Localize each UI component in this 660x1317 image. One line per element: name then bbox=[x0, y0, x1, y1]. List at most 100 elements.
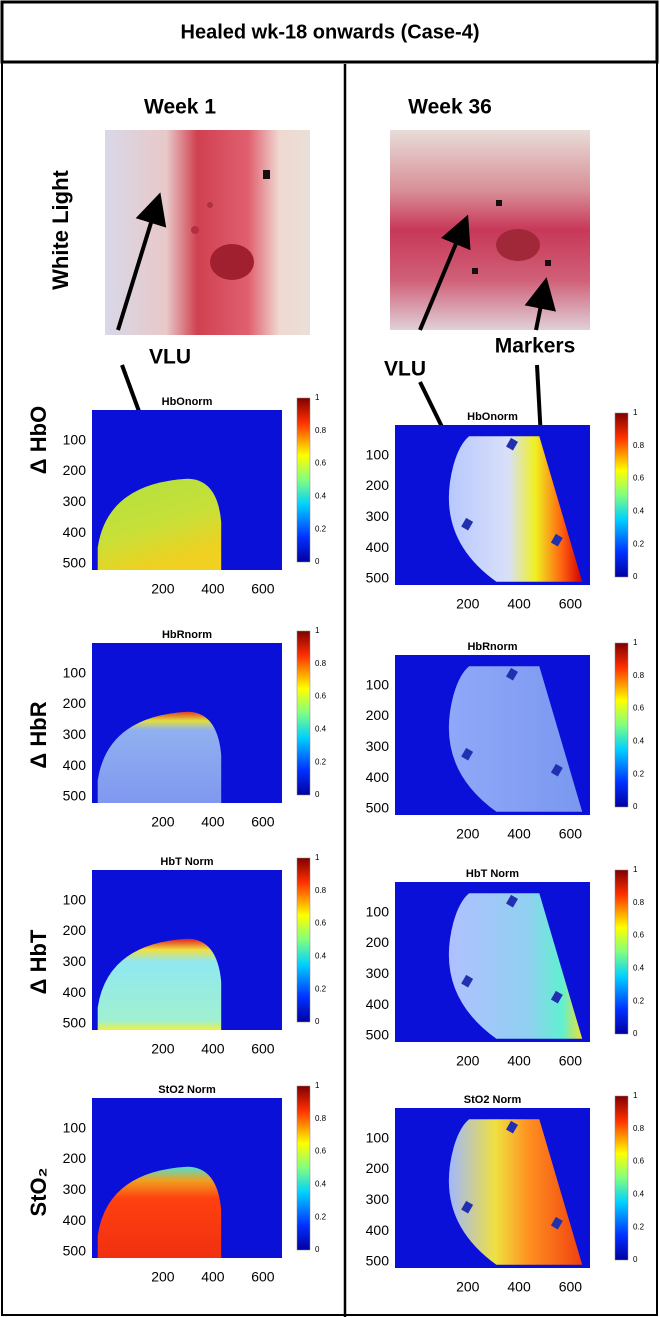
colorbar-tick-label: 0.6 bbox=[315, 459, 327, 468]
photo-week1 bbox=[105, 130, 310, 335]
x-tick-label: 200 bbox=[151, 1041, 175, 1057]
row-label: White Light bbox=[48, 169, 73, 289]
x-tick-label: 600 bbox=[251, 1041, 275, 1057]
y-tick-label: 300 bbox=[366, 1191, 390, 1207]
heatmap-panel: HbOnorm 100 200 300 400 500 200 400 600 0 0.2 0.4 0.… bbox=[63, 393, 327, 597]
y-tick-label: 200 bbox=[366, 1160, 390, 1176]
y-tick-label: 400 bbox=[366, 769, 390, 785]
colorbar-tick-label: 0.4 bbox=[315, 492, 327, 501]
colorbar-tick-label: 1 bbox=[315, 393, 320, 402]
y-tick-label: 500 bbox=[63, 788, 87, 804]
marker-spot bbox=[550, 763, 563, 777]
colorbar-tick-label: 1 bbox=[633, 865, 638, 874]
colorbar-tick-label: 0.2 bbox=[633, 539, 645, 548]
colorbar-tick-label: 1 bbox=[315, 1081, 320, 1090]
y-tick-label: 500 bbox=[366, 800, 390, 816]
panel-title: StO2 Norm bbox=[158, 1084, 216, 1096]
row-label: StO₂ bbox=[26, 1168, 51, 1217]
colorbar-tick-label: 1 bbox=[633, 1091, 638, 1100]
y-tick-label: 400 bbox=[366, 1222, 390, 1238]
y-tick-label: 300 bbox=[366, 738, 390, 754]
colorbar-tick-label: 0.6 bbox=[315, 692, 327, 701]
marker-spot bbox=[506, 1120, 518, 1134]
x-tick-label: 400 bbox=[507, 596, 531, 612]
figure-title: Healed wk-18 onwards (Case-4) bbox=[181, 21, 480, 43]
row-label: Δ HbT bbox=[26, 929, 51, 994]
tissue-region bbox=[97, 1166, 222, 1258]
colorbar-tick-label: 0.6 bbox=[315, 1147, 327, 1156]
colorbar-tick-label: 0 bbox=[633, 572, 638, 581]
y-tick-label: 300 bbox=[63, 953, 87, 969]
y-tick-label: 400 bbox=[63, 757, 87, 773]
heatmap-panel: StO2 Norm 100 200 300 400 500 200 400 600 0 0.2 0.4… bbox=[366, 1091, 645, 1295]
colorbar-tick-label: 0.2 bbox=[633, 996, 645, 1005]
colorbar bbox=[614, 1095, 629, 1261]
y-tick-label: 200 bbox=[63, 462, 87, 478]
y-tick-label: 200 bbox=[63, 1150, 87, 1166]
y-tick-label: 400 bbox=[366, 539, 390, 555]
colorbar bbox=[296, 630, 311, 796]
colorbar-tick-label: 0.4 bbox=[315, 952, 327, 961]
colorbar-tick-label: 0.2 bbox=[315, 757, 327, 766]
colorbar bbox=[614, 642, 629, 808]
annotation: Markers bbox=[495, 335, 576, 358]
y-tick-label: 400 bbox=[366, 996, 390, 1012]
y-tick-label: 300 bbox=[63, 493, 87, 509]
x-tick-label: 400 bbox=[201, 814, 225, 830]
colorbar-tick-label: 0 bbox=[315, 557, 320, 566]
x-tick-label: 600 bbox=[251, 581, 275, 597]
heatmap-panel: HbOnorm 100 200 300 400 500 200 400 600 0 0.2 0.4 0.… bbox=[366, 408, 645, 612]
colorbar bbox=[296, 1085, 311, 1251]
row-label: Δ HbO bbox=[26, 406, 51, 474]
panel-title: HbT Norm bbox=[466, 868, 519, 880]
panel-title: HbRnorm bbox=[162, 629, 212, 641]
x-tick-label: 600 bbox=[559, 826, 583, 842]
colorbar-tick-label: 0.2 bbox=[315, 984, 327, 993]
y-tick-label: 400 bbox=[63, 1212, 87, 1228]
y-tick-label: 200 bbox=[366, 707, 390, 723]
panel-title: HbT Norm bbox=[160, 856, 213, 868]
heatmap-panel: StO2 Norm 100 200 300 400 500 200 400 600 0 0.2 0.4… bbox=[63, 1081, 327, 1285]
y-tick-label: 300 bbox=[63, 1181, 87, 1197]
y-tick-label: 100 bbox=[366, 1129, 390, 1145]
marker-spot bbox=[461, 517, 474, 531]
y-tick-label: 100 bbox=[366, 446, 390, 462]
y-tick-label: 300 bbox=[366, 965, 390, 981]
title-box bbox=[0, 0, 659, 64]
colorbar-tick-label: 0.8 bbox=[315, 659, 327, 668]
marker-spot bbox=[550, 1216, 563, 1230]
marker-spot bbox=[550, 990, 563, 1004]
panel-title: StO2 Norm bbox=[464, 1094, 522, 1106]
annotation: VLU bbox=[149, 346, 191, 369]
x-tick-label: 200 bbox=[151, 814, 175, 830]
marker-spot bbox=[550, 533, 563, 547]
colorbar-tick-label: 0 bbox=[633, 1255, 638, 1264]
colorbar bbox=[614, 869, 629, 1035]
marker-spot bbox=[506, 894, 518, 908]
y-tick-label: 100 bbox=[63, 431, 87, 447]
colorbar-tick-label: 0.4 bbox=[633, 1190, 645, 1199]
heatmap-panel: HbT Norm 100 200 300 400 500 200 400 600 0 0.2 0.4 0… bbox=[366, 865, 645, 1069]
colorbar-tick-label: 0.8 bbox=[633, 1124, 645, 1133]
y-tick-label: 500 bbox=[63, 1243, 87, 1259]
marker-spot bbox=[506, 437, 518, 451]
tissue-region bbox=[448, 893, 583, 1039]
colorbar-tick-label: 0.4 bbox=[633, 964, 645, 973]
y-tick-label: 300 bbox=[366, 508, 390, 524]
colorbar-tick-label: 0.2 bbox=[315, 1212, 327, 1221]
colorbar-tick-label: 0.4 bbox=[633, 507, 645, 516]
heatmap-panel: HbRnorm 100 200 300 400 500 200 400 600 0 0.2 0.4 0.… bbox=[366, 638, 645, 842]
marker-spot bbox=[461, 1200, 474, 1214]
colorbar-tick-label: 0.2 bbox=[633, 769, 645, 778]
colorbar-tick-label: 0 bbox=[315, 1017, 320, 1026]
colorbar-tick-label: 1 bbox=[633, 408, 638, 417]
y-tick-label: 100 bbox=[63, 664, 87, 680]
colorbar-tick-label: 1 bbox=[633, 638, 638, 647]
colorbar-tick-label: 0.8 bbox=[633, 441, 645, 450]
y-tick-label: 500 bbox=[366, 1253, 390, 1269]
panel-title: HbOnorm bbox=[467, 411, 518, 423]
colorbar-tick-label: 1 bbox=[315, 626, 320, 635]
column-title: Week 36 bbox=[408, 96, 492, 119]
colorbar-tick-label: 0.6 bbox=[633, 474, 645, 483]
colorbar-tick-label: 0 bbox=[633, 1029, 638, 1038]
